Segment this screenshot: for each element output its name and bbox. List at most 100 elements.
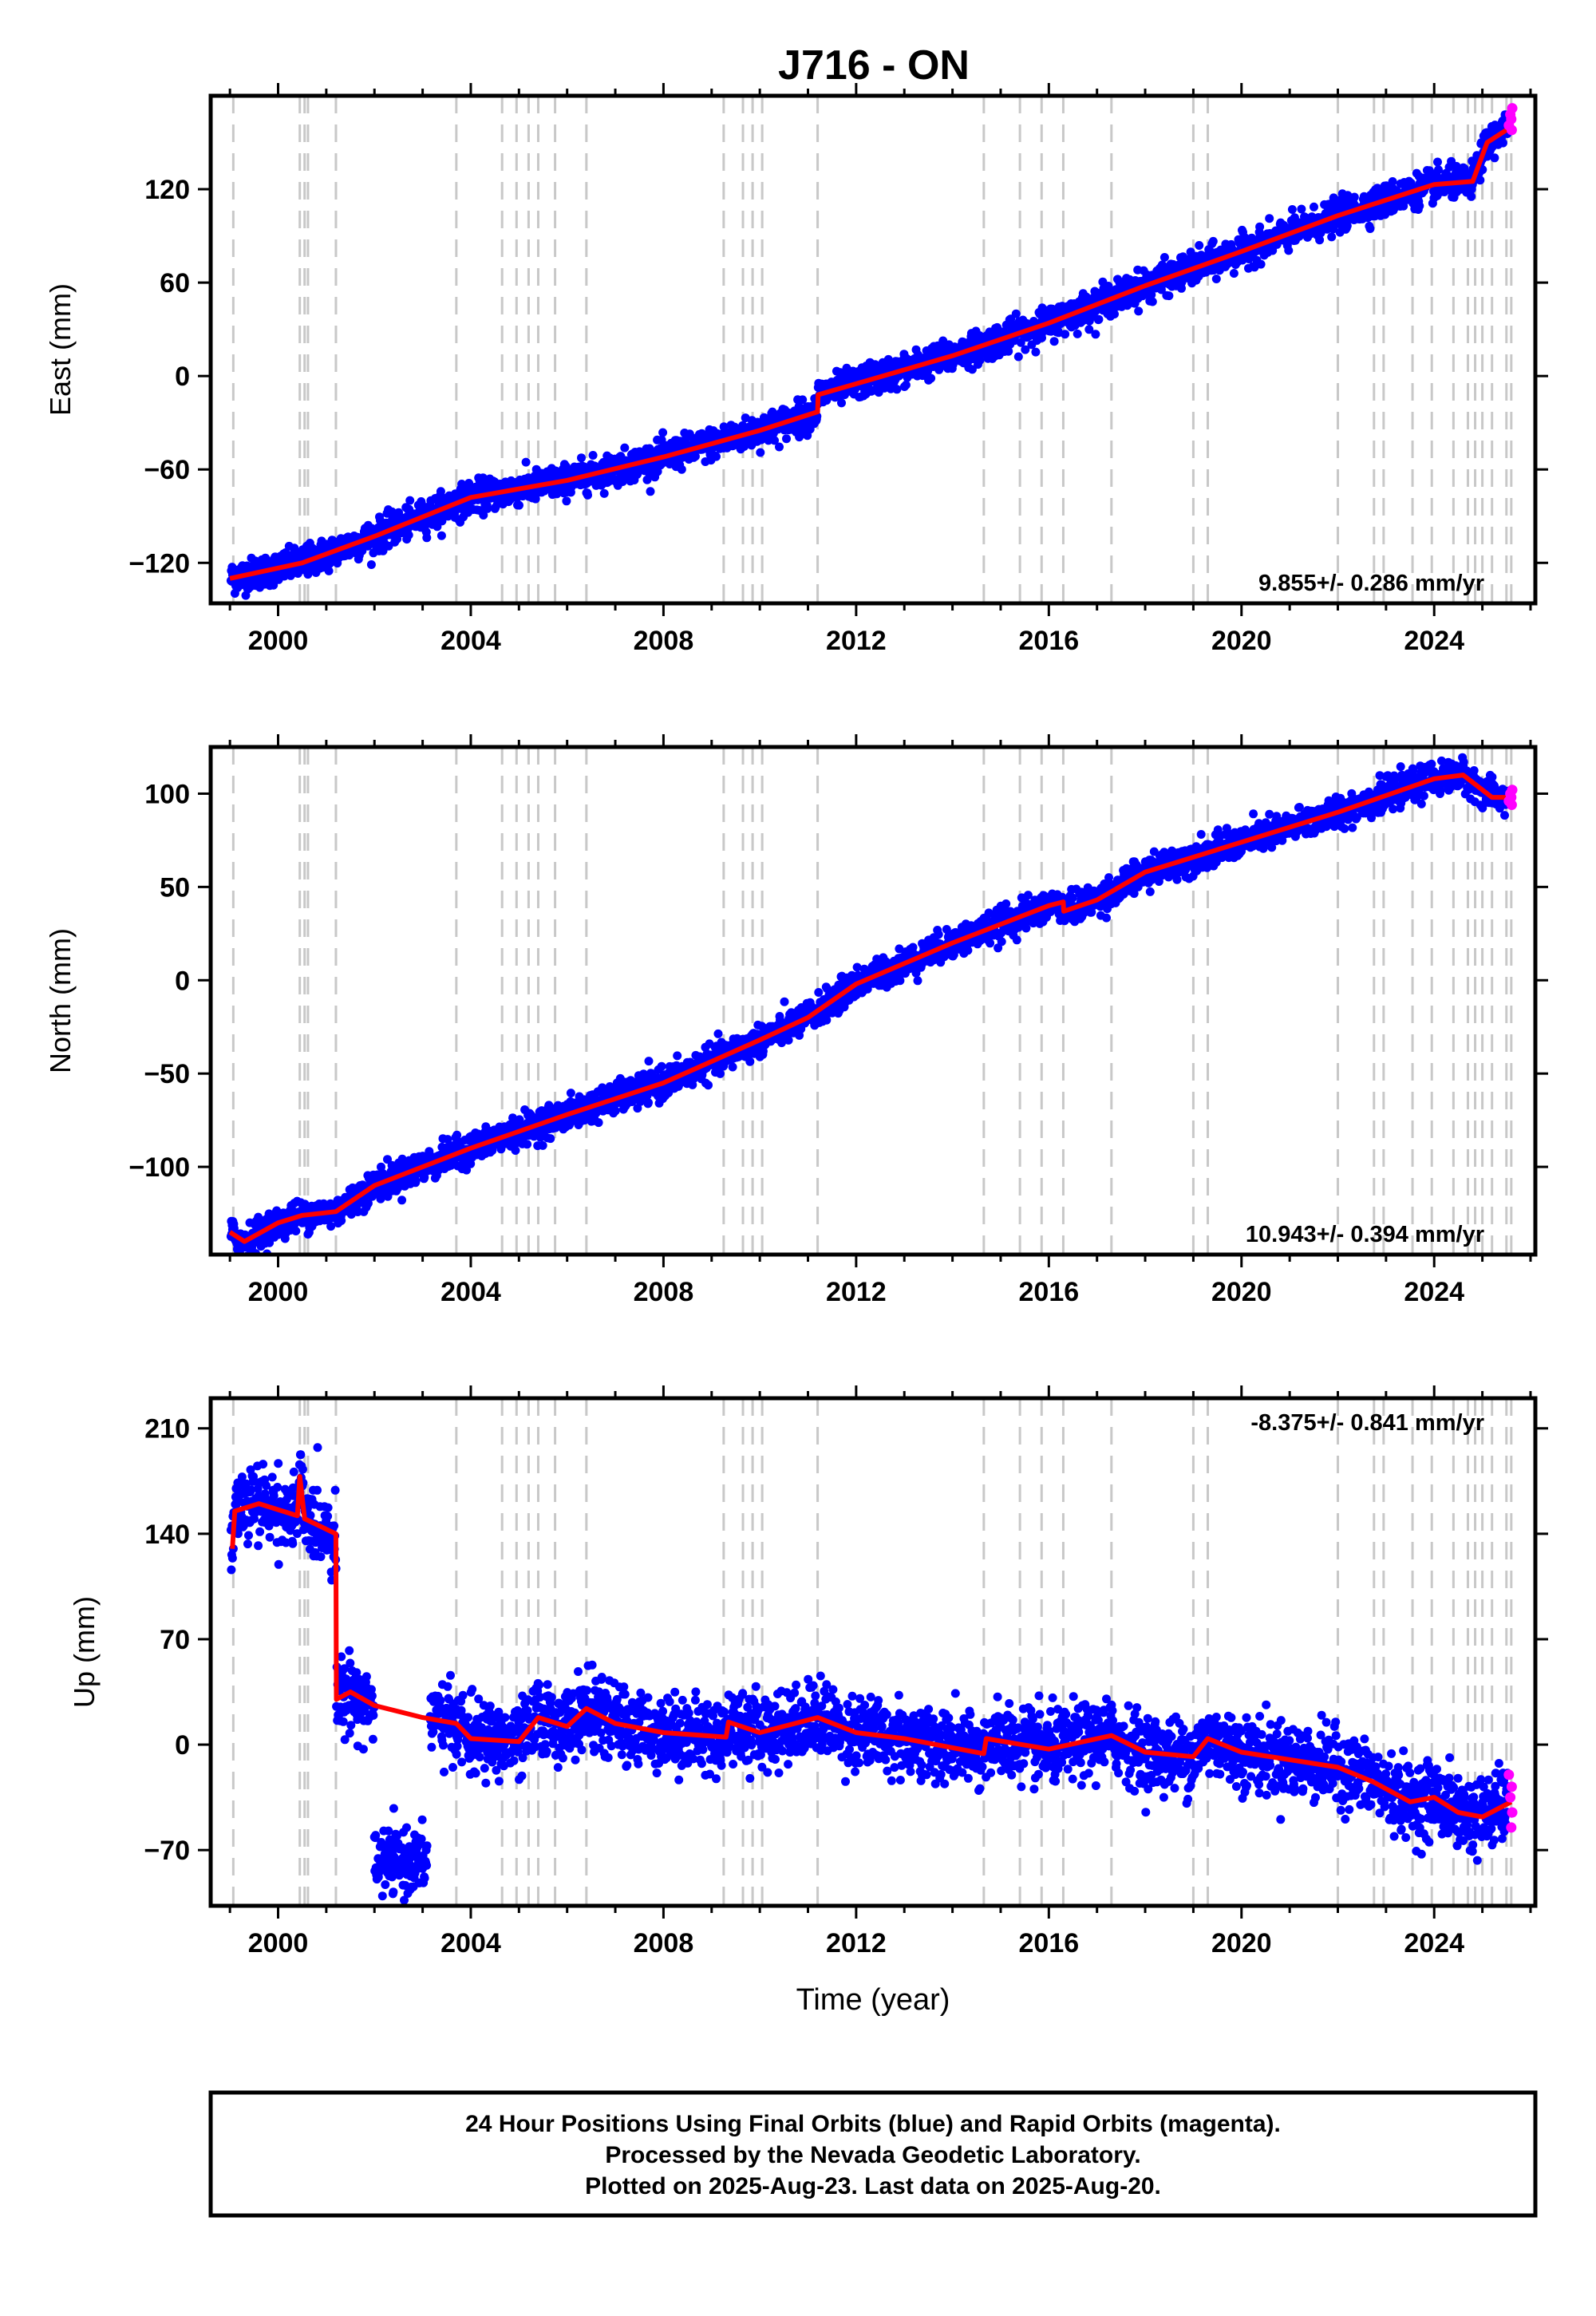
data-point [1256, 259, 1266, 269]
data-point [745, 1057, 755, 1066]
plot-area-east [226, 96, 1518, 603]
data-point [814, 988, 824, 997]
chart-title: J716 - ON [778, 42, 970, 89]
data-point [646, 487, 655, 496]
data-point [1061, 330, 1070, 339]
data-point [515, 500, 523, 510]
data-point [704, 1081, 713, 1090]
data-point [383, 1155, 392, 1164]
data-point [422, 533, 432, 543]
data-point [795, 433, 804, 442]
data-point [411, 1176, 421, 1186]
data-point [1177, 283, 1186, 293]
data-point [387, 507, 397, 516]
data-point [552, 489, 562, 499]
data-point [397, 1154, 407, 1164]
data-point [770, 436, 779, 445]
data-point [397, 1196, 407, 1205]
data-point [405, 496, 415, 505]
data-point [1037, 333, 1046, 342]
data-point [1297, 204, 1306, 214]
data-point [1147, 290, 1156, 299]
data-point [511, 1146, 520, 1155]
data-point [1329, 224, 1338, 234]
data-point [677, 464, 686, 474]
data-point [901, 380, 911, 389]
data-point [642, 475, 652, 484]
data-point [975, 355, 985, 365]
data-point [1134, 306, 1144, 316]
data-point [1229, 269, 1238, 278]
data-point [1084, 325, 1094, 334]
data-point [1310, 202, 1318, 211]
data-point [420, 1172, 429, 1182]
data-point [1265, 214, 1274, 223]
data-point [562, 496, 571, 506]
data-point [326, 1222, 336, 1231]
data-point [376, 1194, 385, 1203]
data-point [610, 1106, 620, 1116]
data-point [363, 1199, 373, 1208]
x-tick-label: 2004 [440, 626, 501, 656]
data-point [633, 1104, 642, 1113]
data-point [1016, 338, 1025, 347]
x-tick-label: 2000 [248, 626, 309, 656]
data-point [1195, 241, 1204, 250]
y-tick-label: 60 [160, 268, 190, 298]
rapid-orbit-point [1506, 113, 1517, 124]
data-point [583, 490, 592, 500]
data-point [404, 530, 413, 539]
data-point [464, 479, 474, 488]
data-point [780, 997, 789, 1006]
data-point [620, 443, 630, 453]
data-point [967, 365, 977, 374]
data-point [657, 435, 666, 445]
x-tick-label: 2016 [1019, 626, 1080, 656]
data-point [523, 1140, 532, 1149]
data-point [1073, 329, 1082, 338]
data-point [1287, 205, 1297, 214]
data-point [1255, 222, 1265, 231]
velocity-annotation: 9.855+/- 0.286 mm/yr [1258, 571, 1484, 596]
data-point [324, 566, 334, 575]
data-point [1091, 330, 1100, 339]
data-point [1499, 138, 1507, 148]
data-point [1342, 221, 1352, 231]
data-point [1388, 177, 1397, 186]
data-point [1399, 201, 1408, 211]
data-point [291, 1227, 301, 1235]
data-point [784, 1035, 793, 1045]
y-axis-label: East (mm) [44, 283, 77, 416]
data-point [673, 1051, 682, 1061]
panel-east: 2000 2004 2008 2012 2016 2020 2024−120−6006012… [44, 83, 1548, 656]
data-point [782, 434, 791, 444]
data-point [1021, 345, 1030, 354]
data-point [1164, 291, 1174, 301]
data-point [577, 453, 586, 463]
data-point [657, 1061, 666, 1071]
model-line-east [229, 124, 1513, 581]
data-point [798, 395, 808, 405]
data-point [1049, 337, 1059, 346]
data-point [716, 1069, 725, 1078]
data-point [290, 543, 299, 553]
rapid-orbit-point [1507, 103, 1518, 114]
data-point [227, 563, 237, 572]
data-point [740, 441, 749, 451]
data-point [1013, 352, 1023, 362]
data-point [892, 385, 902, 394]
data-point [764, 436, 773, 445]
data-point [1148, 297, 1157, 306]
data-point [1327, 232, 1337, 242]
data-point [353, 1207, 362, 1216]
data-point [588, 451, 598, 460]
x-tick-label: 2012 [826, 626, 887, 656]
data-point [644, 1098, 653, 1108]
data-point [1110, 310, 1119, 319]
data-point [1004, 346, 1013, 356]
data-point [546, 1134, 555, 1144]
data-point [594, 1118, 603, 1128]
data-point [1490, 153, 1499, 163]
data-point [1268, 246, 1278, 255]
plot-area-north [226, 747, 1518, 1255]
